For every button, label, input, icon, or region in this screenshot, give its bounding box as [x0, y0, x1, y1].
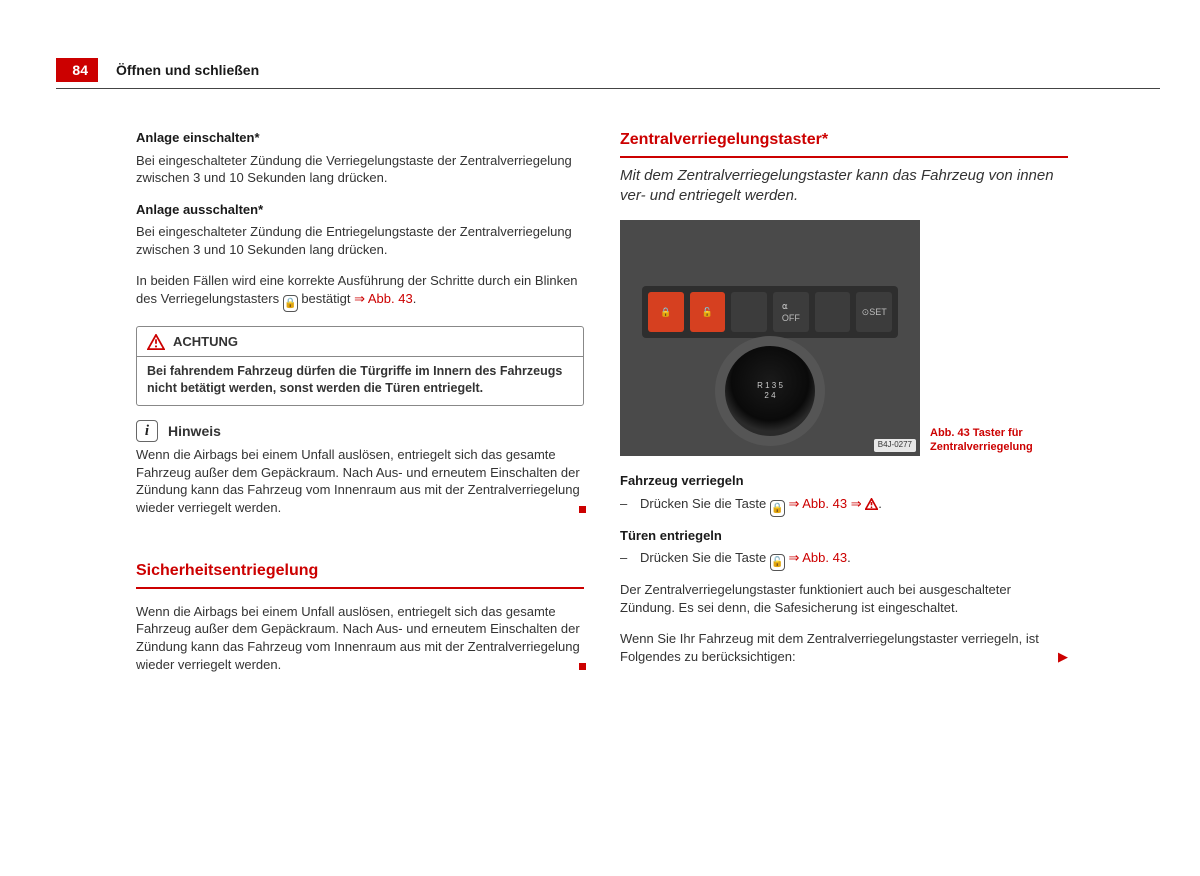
console-button — [815, 292, 851, 332]
right-column: Zentralverriegelungstaster* Mit dem Zent… — [620, 129, 1068, 687]
para-activate: Bei eingeschalteter Zündung die Verriege… — [136, 152, 584, 187]
list-item-text: Drücken Sie die Taste 🔓 ⇒ Abb. 43. — [640, 549, 851, 571]
figure-caption: Abb. 43 Taster für Zentralverriegelung — [930, 426, 1054, 457]
header-rule — [56, 88, 1160, 89]
warning-body: Bei fahrendem Fahrzeug dürfen die Türgri… — [137, 357, 583, 405]
para-deactivate: Bei eingeschalteter Zündung die Entriege… — [136, 223, 584, 258]
two-column-content: Anlage einschalten* Bei eingeschalteter … — [56, 129, 1160, 687]
page-number: 84 — [56, 58, 98, 82]
console-button-off: ⍺OFF — [773, 292, 809, 332]
warning-box: ACHTUNG Bei fahrendem Fahrzeug dürfen di… — [136, 326, 584, 406]
page-header: 84 Öffnen und schließen — [56, 58, 1160, 82]
note-body: Wenn die Airbags bei einem Unfall auslös… — [136, 446, 584, 516]
heading-activate: Anlage einschalten* — [136, 129, 584, 147]
lock-open-icon: 🔓 — [770, 554, 785, 571]
figure-id-tag: B4J-0277 — [874, 439, 916, 452]
section-heading-central-lock-button: Zentralverriegelungstaster* — [620, 129, 1068, 151]
para-confirm: In beiden Fällen wird eine korrekte Ausf… — [136, 272, 584, 312]
text-fragment: Wenn die Airbags bei einem Unfall auslös… — [136, 447, 580, 515]
continued-arrow-icon: ▶ — [1058, 648, 1068, 666]
section-lead: Mit dem Zentralverriegelungstaster kann … — [620, 166, 1068, 207]
para-ignition-off: Der Zentralverriegelungstaster funktioni… — [620, 581, 1068, 616]
lock-closed-icon: 🔒 — [770, 500, 785, 517]
section-end-marker-icon — [579, 663, 586, 670]
console-button — [731, 292, 767, 332]
list-item-text: Drücken Sie die Taste 🔒 ⇒ Abb. 43 ⇒ . — [640, 495, 882, 517]
text-fragment: bestätigt — [298, 291, 354, 306]
note-label: Hinweis — [168, 422, 221, 441]
section-end-marker-icon — [579, 506, 586, 513]
dash-bullet-icon: – — [620, 549, 640, 571]
heading-unlock-doors: Türen entriegeln — [620, 527, 1068, 545]
chapter-title: Öffnen und schließen — [116, 62, 259, 78]
text-fragment: Drücken Sie die Taste — [640, 550, 770, 565]
warning-title: ACHTUNG — [173, 333, 238, 351]
arrow-separator: ⇒ — [847, 496, 865, 511]
console-button-set: ⊙SET — [856, 292, 892, 332]
text-fragment: Wenn Sie Ihr Fahrzeug mit dem Zentralver… — [620, 631, 1039, 664]
info-icon: i — [136, 420, 158, 442]
unlock-button-highlighted: 🔓 — [690, 292, 726, 332]
figure-reference-link[interactable]: ⇒ Abb. 43 — [788, 550, 847, 565]
figure-reference-link[interactable]: ⇒ Abb. 43 — [354, 291, 413, 306]
figure-row: 🔒 🔓 ⍺OFF ⊙SET R 1 3 5 2 4 B4J-0277 — [620, 220, 1068, 456]
gear-shifter: R 1 3 5 2 4 — [715, 336, 825, 446]
shift-pattern-bottom: 2 4 — [764, 391, 775, 400]
para-consider: Wenn Sie Ihr Fahrzeug mit dem Zentralver… — [620, 630, 1068, 665]
text-fragment: Wenn die Airbags bei einem Unfall auslös… — [136, 604, 580, 672]
left-column: Anlage einschalten* Bei eingeschalteter … — [136, 129, 584, 687]
section-underline — [620, 156, 1068, 158]
lock-closed-icon: 🔒 — [283, 295, 298, 312]
note-header: i Hinweis — [136, 420, 584, 442]
shift-pattern-top: R 1 3 5 — [757, 381, 783, 390]
heading-deactivate: Anlage ausschalten* — [136, 201, 584, 219]
section-heading-safety-unlock: Sicherheitsentriegelung — [136, 560, 584, 582]
manual-page: 84 Öffnen und schließen Anlage einschalt… — [56, 58, 1160, 687]
list-item-unlock: – Drücken Sie die Taste 🔓 ⇒ Abb. 43. — [620, 549, 1068, 571]
figure-reference-link[interactable]: ⇒ Abb. 43 — [788, 496, 847, 511]
lock-button-highlighted: 🔒 — [648, 292, 684, 332]
warning-reference-icon[interactable] — [865, 498, 878, 510]
dash-bullet-icon: – — [620, 495, 640, 517]
heading-lock-vehicle: Fahrzeug verriegeln — [620, 472, 1068, 490]
list-item-lock: – Drücken Sie die Taste 🔒 ⇒ Abb. 43 ⇒ . — [620, 495, 1068, 517]
text-fragment: Drücken Sie die Taste — [640, 496, 770, 511]
safety-unlock-body: Wenn die Airbags bei einem Unfall auslös… — [136, 603, 584, 673]
warning-triangle-icon — [147, 334, 165, 350]
figure-43-image: 🔒 🔓 ⍺OFF ⊙SET R 1 3 5 2 4 B4J-0277 — [620, 220, 920, 456]
centre-console-button-row: 🔒 🔓 ⍺OFF ⊙SET — [642, 286, 898, 338]
section-underline — [136, 587, 584, 589]
warning-header: ACHTUNG — [137, 327, 583, 358]
